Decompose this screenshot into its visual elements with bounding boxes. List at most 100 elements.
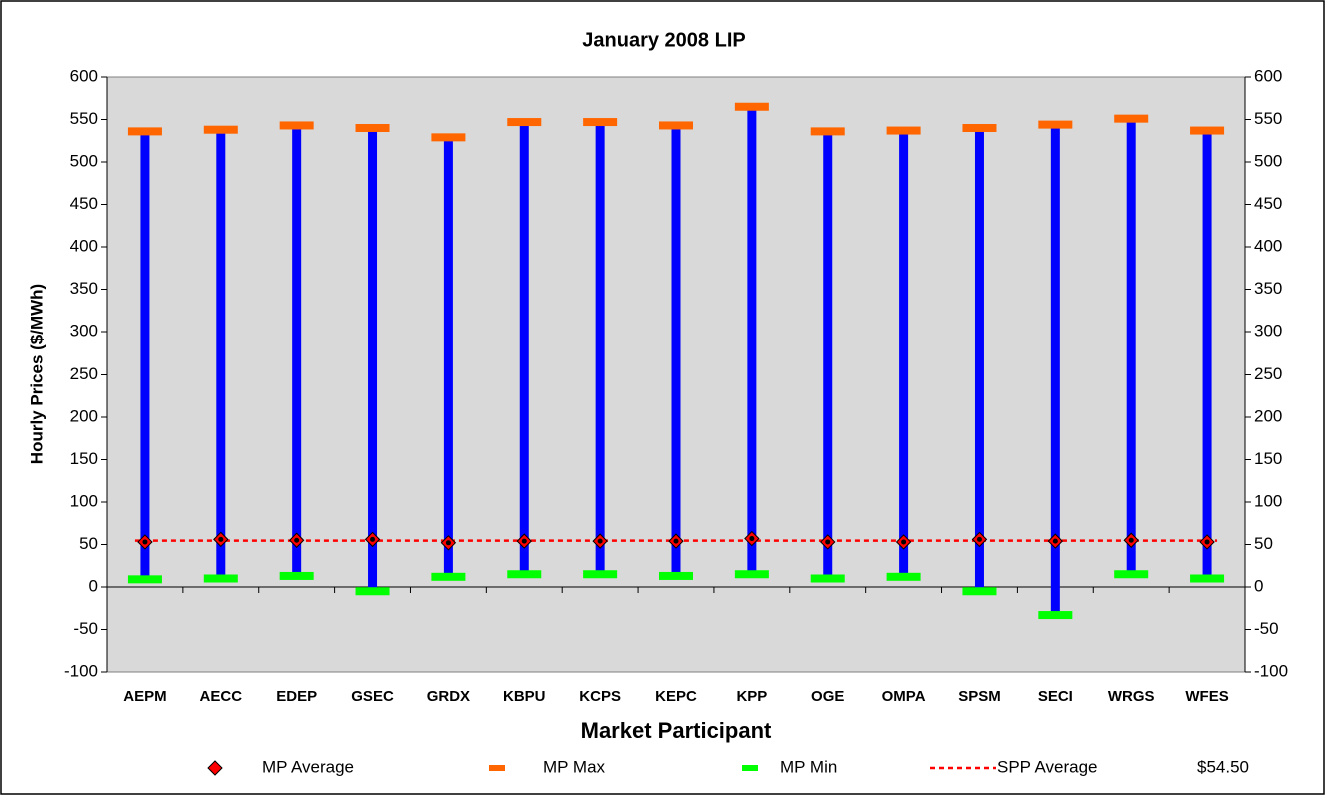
max-marker <box>279 121 314 130</box>
y-tick-label: 350 <box>70 279 98 298</box>
y2-tick-label: 550 <box>1254 109 1282 128</box>
min-marker <box>127 575 162 584</box>
max-marker <box>1038 120 1073 129</box>
reference-value-label: $54.50 <box>1197 757 1249 776</box>
y-tick-label: -50 <box>73 619 98 638</box>
x-tick-label: OGE <box>811 688 844 705</box>
y2-tick-label: 50 <box>1254 534 1273 553</box>
max-marker <box>734 102 769 111</box>
max-marker <box>583 118 618 127</box>
min-marker <box>810 574 845 583</box>
y2-tick-label: 250 <box>1254 364 1282 383</box>
legend-swatch <box>489 765 505 771</box>
min-marker <box>355 587 390 596</box>
average-marker-center <box>1204 539 1210 545</box>
max-marker <box>431 133 466 142</box>
average-marker-center <box>445 540 451 546</box>
average-marker-center <box>218 536 224 542</box>
x-tick-label: GRDX <box>427 688 470 705</box>
legend-label: MP Min <box>780 757 837 776</box>
min-marker <box>659 571 693 580</box>
max-marker <box>507 118 542 127</box>
min-marker <box>279 571 314 580</box>
y2-tick-label: 600 <box>1254 66 1282 85</box>
legend-swatch <box>742 765 758 771</box>
min-marker <box>1190 574 1225 583</box>
average-marker-center <box>294 537 300 543</box>
range-bar <box>216 129 226 579</box>
y2-tick-label: 350 <box>1254 279 1282 298</box>
average-marker-center <box>901 539 907 545</box>
x-tick-label: EDEP <box>276 688 317 705</box>
y-tick-label: 550 <box>70 109 98 128</box>
x-tick-label: KBPU <box>503 688 546 705</box>
range-bar <box>974 128 984 592</box>
max-marker <box>962 124 997 132</box>
y2-tick-label: -50 <box>1254 619 1279 638</box>
min-marker <box>431 572 466 581</box>
y2-tick-label: 400 <box>1254 236 1282 255</box>
range-bar <box>1202 130 1212 579</box>
y2-tick-label: 200 <box>1254 406 1282 425</box>
max-marker <box>355 124 390 132</box>
range-bar <box>1126 118 1136 575</box>
x-tick-label: AEPM <box>123 688 166 705</box>
legend-label: MP Average <box>262 757 354 776</box>
average-marker-center <box>597 538 603 544</box>
x-tick-label: SECI <box>1038 688 1073 705</box>
x-tick-label: KEPC <box>655 688 697 705</box>
average-marker-center <box>1052 538 1058 544</box>
range-bar <box>292 125 302 576</box>
average-marker-center <box>825 539 831 545</box>
y2-tick-label: 0 <box>1254 576 1263 595</box>
legend-label: MP Max <box>543 757 606 776</box>
max-marker <box>886 126 921 135</box>
range-bar <box>595 122 605 575</box>
range-bar <box>823 131 833 579</box>
average-marker-center <box>142 539 148 545</box>
range-bar <box>1050 124 1060 616</box>
min-marker <box>1038 611 1073 620</box>
x-tick-label: WRGS <box>1108 688 1155 705</box>
y-tick-label: 400 <box>70 236 98 255</box>
range-bar <box>368 128 378 592</box>
x-tick-label: GSEC <box>351 688 394 705</box>
range-bar <box>140 131 150 580</box>
y-tick-label: 450 <box>70 194 98 213</box>
average-marker-center <box>370 536 376 542</box>
average-marker-center <box>749 536 755 542</box>
min-marker <box>962 587 997 596</box>
y-tick-label: 100 <box>70 491 98 510</box>
x-tick-label: AECC <box>200 688 243 705</box>
x-tick-label: KCPS <box>579 688 621 705</box>
average-marker-center <box>1128 537 1134 543</box>
y-tick-label: 0 <box>89 576 98 595</box>
max-marker <box>810 127 845 136</box>
x-tick-label: OMPA <box>882 688 926 705</box>
max-marker <box>1190 126 1225 135</box>
min-marker <box>886 572 921 581</box>
y2-tick-label: 150 <box>1254 449 1282 468</box>
min-marker <box>1114 570 1149 579</box>
min-marker <box>203 574 238 583</box>
legend-swatch <box>207 760 223 776</box>
average-marker-center <box>673 538 679 544</box>
y2-tick-label: 500 <box>1254 151 1282 170</box>
x-tick-label: WFES <box>1185 688 1228 705</box>
chart-title: January 2008 LIP <box>582 29 745 51</box>
x-tick-label: KPP <box>736 688 767 705</box>
y2-tick-label: 300 <box>1254 321 1282 340</box>
range-bar <box>899 130 909 577</box>
max-marker <box>1114 114 1149 123</box>
y-tick-label: 50 <box>79 534 98 553</box>
range-bar <box>519 122 529 575</box>
y2-tick-label: 100 <box>1254 491 1282 510</box>
max-marker <box>127 127 162 136</box>
min-marker <box>507 570 542 579</box>
y-tick-label: -100 <box>64 661 98 680</box>
min-marker <box>734 570 769 579</box>
y-tick-label: 250 <box>70 364 98 383</box>
x-tick-label: SPSM <box>958 688 1001 705</box>
average-marker-center <box>521 538 527 544</box>
